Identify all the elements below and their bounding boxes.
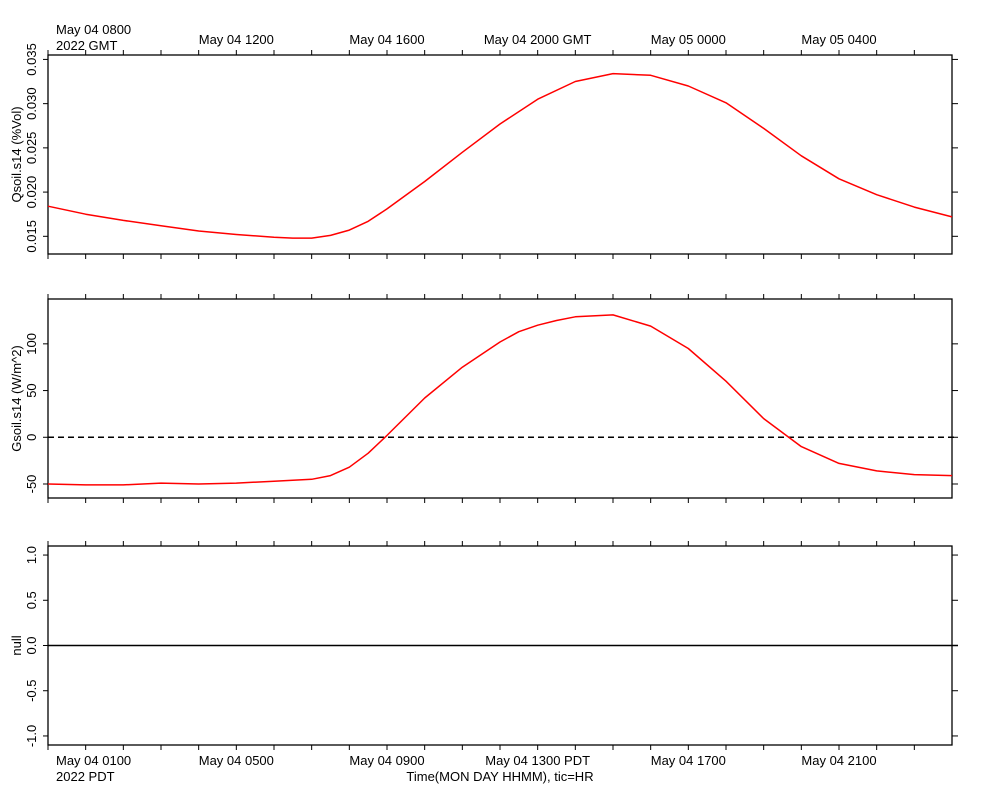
x-axis-title: Time(MON DAY HHMM), tic=HR [406,769,593,784]
y-tick-label: 0.030 [24,87,39,120]
bottom-tick-label: May 04 1300 PDT [485,753,590,768]
top-tick-label: May 05 0000 [651,32,726,47]
y-tick-label: -1.0 [24,725,39,747]
y-tick-label: 0.020 [24,176,39,209]
panel-soil-moisture: 0.015 0.020 0.025 0.030 0.035 Qsoil.s14 (%Vol… [9,43,958,259]
y-tick-label: -50 [24,475,39,494]
y-tick-label: 100 [24,333,39,355]
top-start-label-line2: 2022 GMT [56,38,117,53]
top-tick-label: May 04 1600 [349,32,424,47]
bottom-start-label-line2: 2022 PDT [56,769,115,784]
y-axis-title: null [9,635,24,655]
top-tick-label: May 04 1200 [199,32,274,47]
bottom-start-label-line1: May 04 0100 [56,753,131,768]
y-tick-label: 0.015 [24,220,39,253]
bottom-tick-label: May 04 0500 [199,753,274,768]
y-tick-label: 50 [24,383,39,397]
series-line [47,314,953,486]
bottom-tick-labels: May 04 0500 May 04 0900 May 04 1300 PDT May… [199,753,877,768]
plot-frame [47,54,953,255]
top-tick-labels: May 04 1200 May 04 1600 May 04 2000 GMT May… [199,32,877,47]
top-start-label-line1: May 04 0800 [56,22,131,37]
y-axis-title: Gsoil.s14 (W/m^2) [9,345,24,452]
panel-null: -1.0 -0.5 0.0 0.5 1.0 null [9,541,958,750]
bottom-tick-label: May 04 2100 [801,753,876,768]
y-axis-title: Qsoil.s14 (%Vol) [9,106,24,202]
top-tick-label: May 04 2000 GMT [484,32,592,47]
y-tick-label: 0.0 [24,636,39,654]
bottom-tick-label: May 04 1700 [651,753,726,768]
y-tick-label: 1.0 [24,546,39,564]
y-tick-label: -0.5 [24,680,39,702]
top-tick-label: May 05 0400 [801,32,876,47]
bottom-tick-label: May 04 0900 [349,753,424,768]
y-tick-label: 0.5 [24,591,39,609]
y-tick-label: 0.025 [24,132,39,165]
series-line [47,72,953,239]
y-tick-label: 0.035 [24,43,39,76]
plot-frame [47,298,953,499]
y-tick-label: 0 [24,434,39,441]
